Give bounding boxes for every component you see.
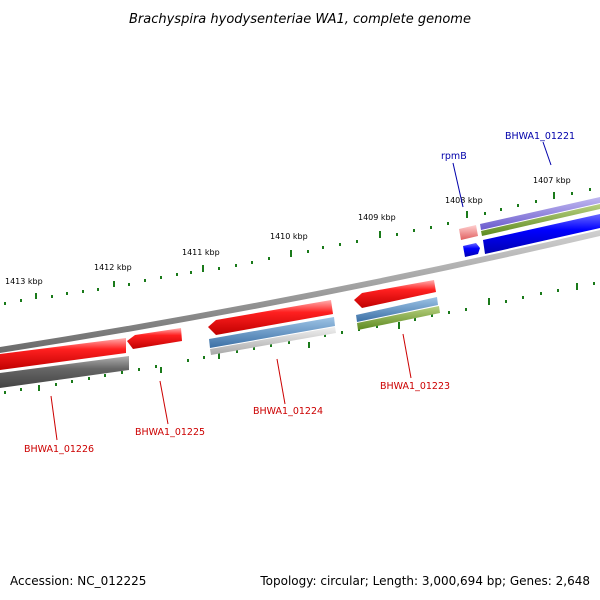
tick-label-1412: 1412 kbp — [94, 263, 132, 272]
tick-label-1411: 1411 kbp — [182, 248, 220, 257]
feature-purple-band — [480, 197, 600, 230]
feature-red-01224 — [208, 300, 333, 335]
gene-label-rpmB: rpmB — [441, 151, 467, 162]
gene-label-01223: BHWA1_01223 — [380, 381, 450, 392]
leader-rpmB — [452, 162, 464, 208]
tick-label-1408: 1408 kbp — [445, 196, 483, 205]
feature-red-01225 — [127, 328, 182, 349]
feature-steel-01224 — [209, 317, 335, 348]
map-title: Brachyspira hyodysenteriae WA1, complete… — [129, 12, 471, 27]
feature-steel-01223 — [356, 297, 438, 322]
feature-grey-01226 — [0, 356, 129, 388]
tick-label-1413: 1413 kbp — [5, 277, 43, 286]
gene-label-01221: BHWA1_01221 — [505, 131, 575, 142]
feature-olive-01223 — [357, 306, 440, 330]
feature-rpmB-pink — [459, 225, 478, 240]
leader-01226 — [50, 395, 58, 441]
topology-text: Topology: circular; Length: 3,000,694 bp… — [260, 574, 590, 588]
tick-label-1409: 1409 kbp — [358, 213, 396, 222]
tick-row-outer — [4, 188, 591, 305]
feature-blue-arrow-small — [463, 243, 480, 257]
genome-backbone — [0, 230, 600, 353]
leader-01221 — [542, 141, 552, 166]
tick-label-1410: 1410 kbp — [270, 232, 308, 241]
feature-silver-01224 — [210, 327, 336, 355]
leader-01225 — [159, 380, 169, 425]
tick-row-inner — [4, 282, 595, 394]
tick-label-1407: 1407 kbp — [533, 176, 571, 185]
feature-red-01226 — [0, 338, 126, 370]
feature-olive-band — [481, 204, 600, 236]
feature-red-01223 — [354, 280, 436, 308]
gene-label-01225: BHWA1_01225 — [135, 427, 205, 438]
gene-label-01224: BHWA1_01224 — [253, 406, 323, 417]
gene-label-01226: BHWA1_01226 — [24, 444, 94, 455]
accession-text: Accession: NC_012225 — [10, 574, 147, 588]
feature-blue-band — [483, 214, 600, 254]
leader-01224 — [276, 358, 286, 405]
leader-01223 — [402, 333, 412, 379]
